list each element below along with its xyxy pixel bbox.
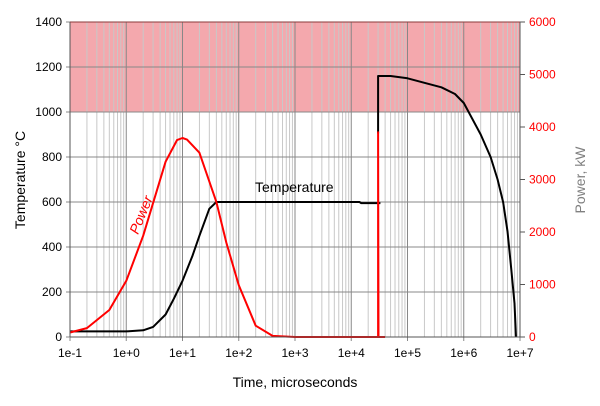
x-tick-label: 1e+2 <box>225 346 252 360</box>
x-tick-label: 1e+0 <box>113 346 140 360</box>
x-tick-label: 1e+5 <box>394 346 421 360</box>
series-label-temperature: Temperature <box>255 179 334 195</box>
x-tick-label: 1e+4 <box>338 346 365 360</box>
x-tick-label: 1e+7 <box>506 346 533 360</box>
y-tick-label: 800 <box>42 150 62 164</box>
y-tick-label: 1400 <box>35 15 62 29</box>
series-line-temperature <box>70 201 381 333</box>
x-tick-label: 1e+1 <box>169 346 196 360</box>
y-tick-label: 0 <box>55 330 62 344</box>
y2-axis-label: Power, kW <box>572 146 588 214</box>
x-tick-label: 1e+3 <box>281 346 308 360</box>
y-tick-label: 400 <box>42 240 62 254</box>
series-label-power: Power <box>126 192 156 236</box>
y2-tick-label: 1000 <box>529 278 556 292</box>
y2-tick-label: 2000 <box>529 225 556 239</box>
y2-tick-label: 5000 <box>529 68 556 82</box>
x-tick-label: 1e+6 <box>450 346 477 360</box>
series-line-temperature <box>377 75 517 338</box>
y-tick-label: 1000 <box>35 105 62 119</box>
y-axis-label: Temperature °C <box>12 131 28 229</box>
y-tick-label: 200 <box>42 285 62 299</box>
y2-tick-label: 4000 <box>529 120 556 134</box>
y2-tick-label: 0 <box>529 330 536 344</box>
x-tick-label: 1e-1 <box>58 346 82 360</box>
y-tick-label: 1200 <box>35 60 62 74</box>
y-tick-label: 600 <box>42 195 62 209</box>
x-axis-label: Time, microseconds <box>233 374 358 390</box>
y2-tick-label: 6000 <box>529 15 556 29</box>
y2-tick-label: 3000 <box>529 173 556 187</box>
